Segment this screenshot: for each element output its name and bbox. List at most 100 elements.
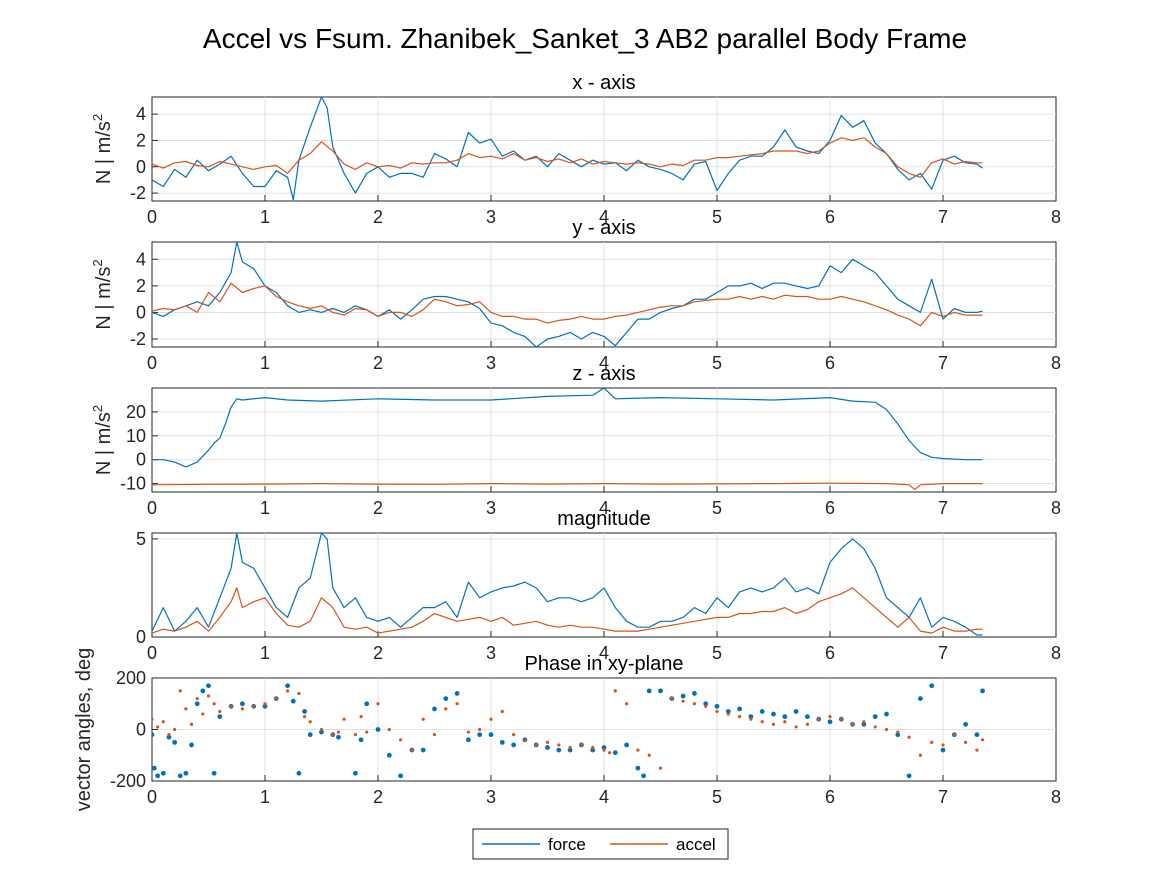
y-tick-label: -2 (130, 183, 146, 203)
point-accel (184, 707, 188, 711)
point-accel (636, 748, 640, 752)
point-accel (980, 738, 985, 742)
point-force (206, 683, 211, 689)
point-accel (195, 697, 199, 701)
point-accel (658, 766, 663, 770)
x-tick-label: 7 (938, 643, 948, 663)
axes-title: y - axis (572, 217, 635, 239)
point-accel (839, 717, 843, 721)
series-line-force (152, 388, 983, 468)
series-line-force (152, 97, 983, 201)
point-accel (410, 748, 414, 752)
point-accel (884, 727, 889, 732)
series-line-accel (152, 282, 983, 327)
point-force (477, 732, 483, 738)
point-accel (240, 707, 244, 711)
y-tick-label: -10 (120, 474, 146, 494)
x-tick-label: 1 (260, 207, 270, 227)
x-tick-label: 4 (599, 787, 609, 807)
x-tick-label: 2 (373, 353, 383, 373)
x-tick-label: 1 (260, 353, 270, 373)
x-tick-label: 5 (712, 498, 722, 518)
y-tick-label: 2 (136, 130, 146, 150)
point-force (200, 688, 206, 694)
x-tick-label: 4 (599, 498, 609, 518)
point-accel (964, 740, 968, 744)
x-tick-label: 0 (147, 787, 157, 807)
point-accel (975, 748, 979, 752)
x-tick-label: 4 (599, 643, 609, 663)
x-tick-label: 0 (147, 207, 157, 227)
point-accel (206, 694, 211, 698)
point-force (432, 706, 437, 712)
point-force (358, 737, 364, 743)
point-accel (523, 738, 527, 742)
x-tick-label: 0 (147, 498, 157, 518)
point-force (285, 683, 290, 689)
point-accel (336, 730, 341, 734)
point-accel (805, 722, 810, 726)
y-tick-label: 200 (116, 668, 146, 688)
point-force (160, 770, 166, 776)
point-force (420, 747, 426, 753)
point-force (302, 709, 307, 714)
x-tick-label: 5 (712, 643, 722, 663)
point-accel (399, 738, 403, 742)
point-force (680, 693, 686, 699)
point-accel (173, 727, 177, 732)
point-force (782, 714, 788, 720)
point-force (771, 711, 776, 717)
point-force (177, 773, 183, 779)
point-force (375, 727, 381, 732)
point-force (511, 742, 516, 748)
point-accel (365, 730, 369, 734)
point-accel (591, 745, 595, 750)
point-force (929, 683, 935, 689)
point-accel (738, 715, 742, 719)
point-force (217, 714, 223, 720)
x-tick-label: 7 (938, 498, 948, 518)
point-accel (297, 691, 301, 696)
point-force (793, 709, 799, 714)
point-force (658, 688, 663, 694)
point-force (189, 742, 194, 748)
x-tick-label: 5 (712, 207, 722, 227)
point-force (240, 701, 245, 707)
point-force (398, 773, 403, 779)
point-force (152, 732, 155, 738)
point-accel (201, 712, 205, 716)
point-force (895, 732, 901, 738)
point-force (296, 770, 302, 776)
x-tick-label: 1 (260, 643, 270, 663)
x-tick-label: 7 (938, 207, 948, 227)
y-tick-label: 0 (136, 720, 146, 740)
x-tick-label: 8 (1051, 353, 1061, 373)
y-tick-label: 0 (136, 450, 146, 470)
point-accel (218, 709, 222, 714)
x-tick-label: 1 (260, 787, 270, 807)
point-force (692, 691, 697, 696)
point-force (353, 770, 358, 776)
point-accel (896, 730, 900, 734)
x-tick-label: 3 (486, 787, 496, 807)
point-force (567, 747, 573, 753)
y-tick-label: -2 (130, 329, 146, 349)
point-accel (286, 689, 290, 693)
x-tick-label: 2 (373, 207, 383, 227)
point-force (166, 734, 172, 740)
point-accel (156, 725, 160, 729)
x-tick-label: 6 (825, 353, 835, 373)
y-tick-label: 0 (136, 302, 146, 322)
point-force (805, 714, 810, 720)
point-accel (152, 717, 154, 721)
x-tick-label: 7 (938, 787, 948, 807)
point-accel (670, 697, 674, 701)
legend: force accel (472, 828, 729, 860)
x-tick-label: 6 (825, 787, 835, 807)
y-tick-label: -200 (110, 771, 146, 791)
x-tick-label: 3 (486, 498, 496, 518)
